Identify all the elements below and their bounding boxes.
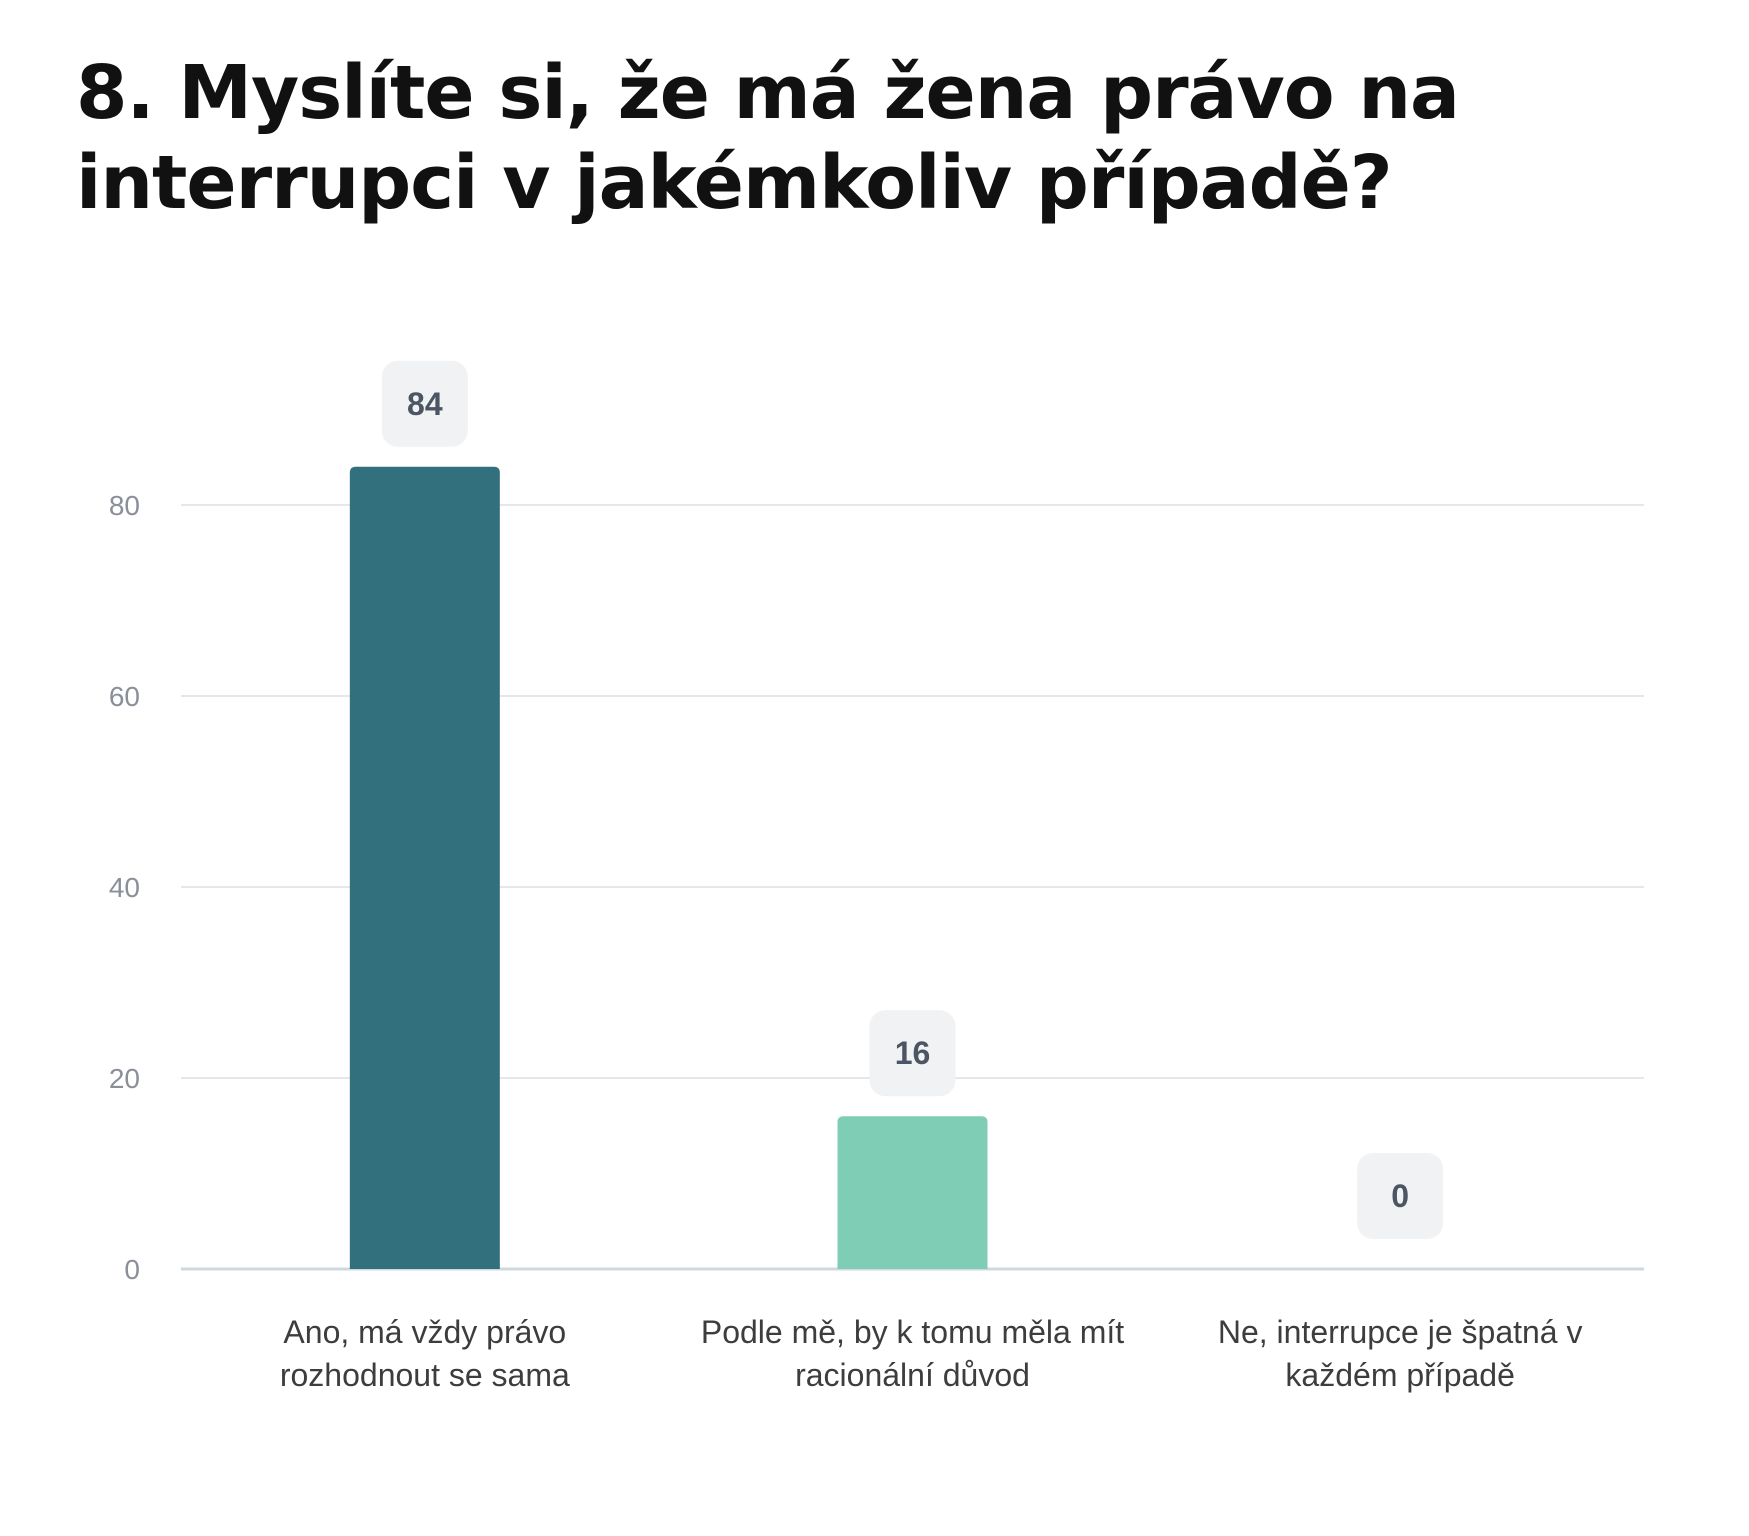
bars: [349, 466, 988, 1269]
x-tick-label: rozhodnout se sama: [280, 1357, 570, 1393]
x-tick-label: Ano, má vždy právo: [283, 1314, 566, 1350]
value-label-background: [869, 1010, 956, 1097]
x-tick-label: každém případě: [1285, 1357, 1514, 1393]
value-labels: 84 16 0: [381, 360, 1444, 1239]
chart-title: 8. Myslíte si, že má žena právo na inter…: [76, 50, 1460, 226]
bar: [349, 466, 500, 1269]
x-tick-label: Podle mě, by k tomu měla mít: [701, 1314, 1124, 1350]
y-tick-label: 60: [109, 681, 140, 712]
bar: [837, 1116, 988, 1269]
x-axis: Ano, má vždy právo rozhodnout se sama Podl…: [280, 1314, 1583, 1393]
y-tick-label: 80: [109, 490, 140, 521]
value-label: 84: [407, 386, 443, 422]
x-tick-label: racionální důvod: [795, 1357, 1030, 1393]
value-label-background: [381, 360, 468, 447]
value-label: 16: [895, 1035, 931, 1071]
value-label: 0: [1391, 1178, 1409, 1214]
x-tick-label: Ne, interrupce je špatná v: [1218, 1314, 1583, 1350]
y-tick-label: 40: [109, 872, 140, 903]
y-tick-label: 0: [124, 1254, 140, 1285]
value-label-background: [1357, 1153, 1444, 1239]
y-axis: 0 20 40 60 80: [109, 490, 140, 1285]
y-tick-label: 20: [109, 1063, 140, 1094]
